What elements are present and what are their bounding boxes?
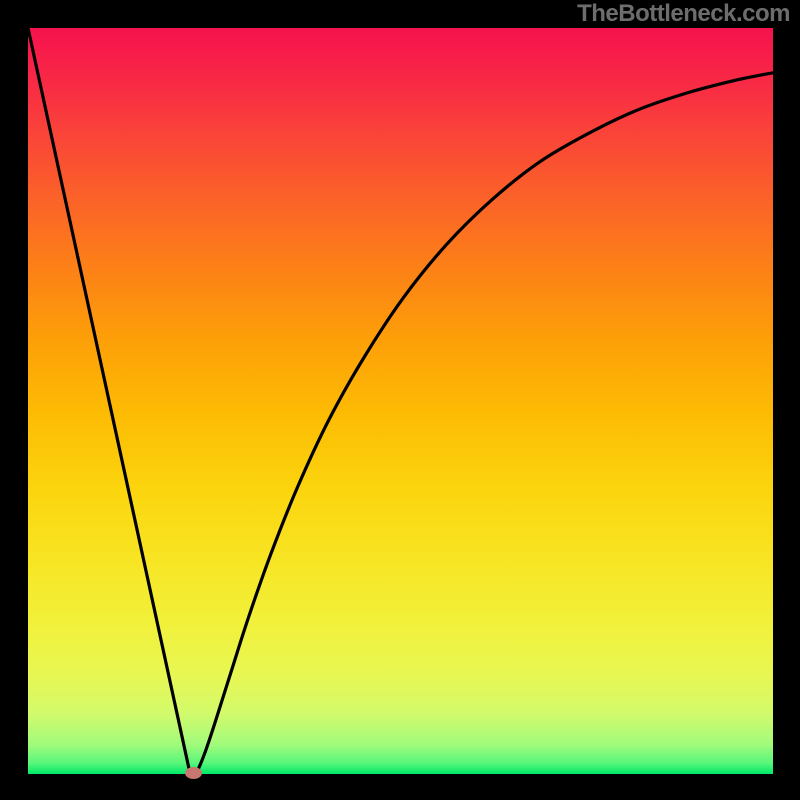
watermark-text: TheBottleneck.com <box>577 0 790 28</box>
plot-area <box>28 28 773 774</box>
bottleneck-curve <box>28 28 773 774</box>
minimum-marker <box>185 767 202 779</box>
chart-frame: TheBottleneck.com <box>0 0 800 800</box>
